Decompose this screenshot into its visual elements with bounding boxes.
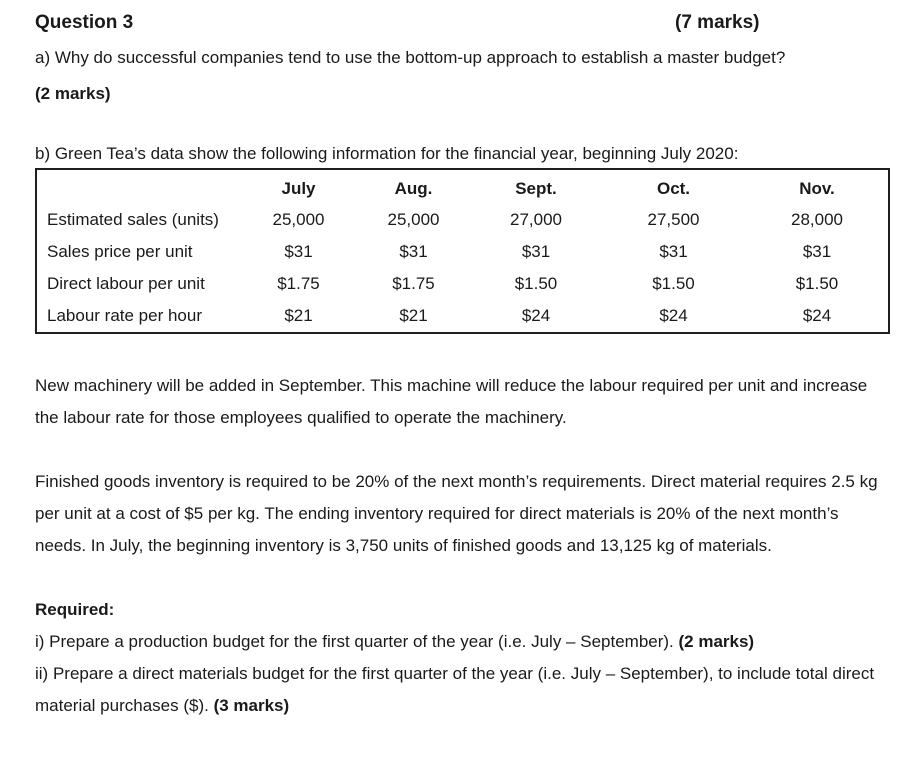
table-row: Labour rate per hour $21 $21 $24 $24 $24 [36, 300, 889, 333]
cell-value: 25,000 [272, 210, 325, 229]
required-heading: Required: [35, 600, 115, 619]
cell-value: $24 [802, 306, 832, 325]
column-header-blank [36, 169, 241, 204]
required-item-i: i) Prepare a production budget for the f… [35, 626, 888, 658]
cell-value: 27,000 [510, 210, 562, 229]
sales-data-table: July Aug. Sept. Oct. Nov. Estimated sale… [35, 168, 890, 334]
cell-value: $31 [399, 242, 428, 261]
paragraph-inventory: Finished goods inventory is required to … [35, 472, 878, 555]
column-header-aug: Aug. [394, 179, 433, 198]
column-header-sept: Sept. [515, 179, 557, 198]
cell-value: $31 [521, 242, 551, 261]
cell-value: 28,000 [791, 210, 843, 229]
row-label-estimated-sales: Estimated sales (units) [47, 210, 219, 229]
cell-value: $31 [659, 242, 688, 261]
table-row: Direct labour per unit $1.75 $1.75 $1.50… [36, 268, 889, 300]
cell-value: $1.75 [392, 274, 435, 293]
required-item-ii-text: ii) Prepare a direct materials budget fo… [35, 664, 875, 715]
table-header-row: July Aug. Sept. Oct. Nov. [36, 169, 889, 204]
part-a-question: a) Why do successful companies tend to u… [35, 48, 786, 67]
cell-value: $21 [284, 306, 313, 325]
part-a-marks: (2 marks) [35, 84, 111, 103]
cell-value: $24 [521, 306, 551, 325]
column-header-oct: Oct. [656, 179, 691, 198]
required-item-i-text: i) Prepare a production budget for the f… [35, 632, 679, 651]
row-label-labour-rate: Labour rate per hour [47, 306, 202, 325]
cell-value: $31 [802, 242, 832, 261]
cell-value: $1.50 [795, 274, 839, 293]
required-item-i-marks: (2 marks) [678, 632, 755, 651]
row-label-sales-price: Sales price per unit [47, 242, 193, 261]
question-title: Question 3 [35, 12, 134, 33]
cell-value: $24 [659, 306, 688, 325]
table-row: Estimated sales (units) 25,000 25,000 27… [36, 204, 889, 236]
cell-value: $21 [399, 306, 428, 325]
table-row: Sales price per unit $31 $31 $31 $31 $31 [36, 236, 889, 268]
paragraph-machinery: New machinery will be added in September… [35, 376, 868, 427]
part-b-intro: b) Green Tea’s data show the following i… [35, 144, 739, 163]
question-total-marks: (7 marks) [675, 12, 760, 33]
cell-value: 27,500 [647, 210, 700, 229]
question-header: Question 3 (7 marks) [35, 12, 888, 34]
cell-value: $1.50 [514, 274, 558, 293]
cell-value: $31 [284, 242, 313, 261]
cell-value: $1.50 [652, 274, 695, 293]
column-header-july: July [281, 179, 316, 198]
required-item-ii: ii) Prepare a direct materials budget fo… [35, 658, 888, 722]
row-label-direct-labour: Direct labour per unit [47, 274, 205, 293]
page-content: Question 3 (7 marks) a) Why do successfu… [35, 12, 890, 722]
required-item-ii-marks: (3 marks) [213, 696, 290, 715]
column-header-nov: Nov. [799, 179, 835, 198]
cell-value: $1.75 [277, 274, 320, 293]
cell-value: 25,000 [387, 210, 440, 229]
